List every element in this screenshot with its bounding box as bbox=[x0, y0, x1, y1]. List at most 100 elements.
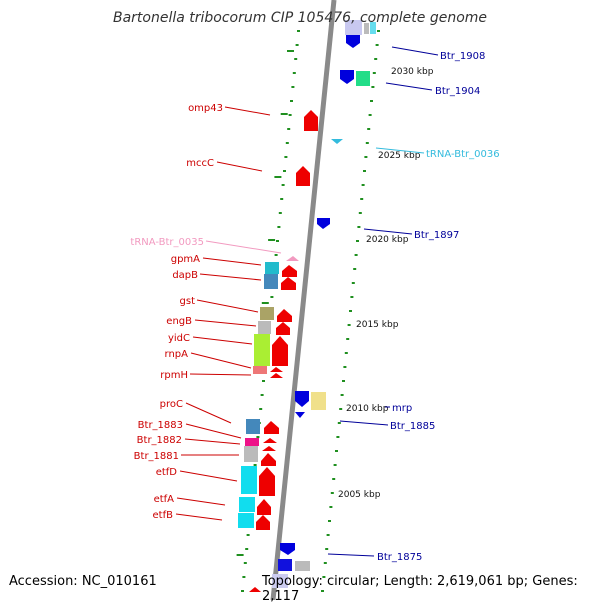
gene-block-1875-grey bbox=[295, 561, 310, 571]
gene-arrow-etfB bbox=[256, 515, 270, 530]
gene-arrow-rnpA bbox=[270, 367, 283, 372]
tick-dot bbox=[339, 408, 343, 410]
accession-text: Accession: NC_010161 bbox=[9, 574, 157, 589]
label-btr-1897: Btr_1897 bbox=[414, 230, 459, 241]
gene-block-gst bbox=[260, 307, 274, 320]
tick-major bbox=[280, 113, 288, 115]
gene-block-yidC bbox=[254, 334, 270, 366]
gene-arrow-engB bbox=[276, 322, 290, 335]
tick-major bbox=[268, 239, 276, 241]
gene-block-grey-small bbox=[364, 23, 369, 34]
gene-arrow-2010-a bbox=[295, 391, 309, 407]
tick-dot bbox=[292, 72, 296, 74]
genome-title: Bartonella tribocorum CIP 105476, comple… bbox=[112, 10, 488, 26]
gene-block-gpmA-cyan bbox=[265, 262, 279, 274]
tick-dot bbox=[343, 366, 347, 368]
tick-dot bbox=[329, 506, 333, 508]
forward-gene-labels: omp43 mccC tRNA-Btr_0035 gpmA dapB gst e… bbox=[130, 103, 282, 521]
gene-block-lavender bbox=[345, 20, 362, 35]
tick-major bbox=[236, 554, 244, 556]
tick-dot bbox=[277, 226, 281, 228]
tick-dot bbox=[253, 464, 257, 466]
tick-dot bbox=[283, 170, 286, 172]
kbp-label-2020: 2020 kbp bbox=[366, 235, 409, 245]
label-btr-1908: Btr_1908 bbox=[440, 51, 485, 62]
tick-dot bbox=[333, 464, 337, 466]
label-rpmH: rpmH bbox=[160, 370, 188, 381]
genome-backbone bbox=[270, 0, 337, 600]
gene-arrow-btr-1904 bbox=[340, 70, 354, 84]
tick-dot bbox=[325, 548, 329, 550]
tick-dot bbox=[262, 380, 265, 382]
gene-block-proC bbox=[246, 419, 260, 434]
label-etfB: etfB bbox=[153, 510, 174, 521]
trna-arrow-btr-0036 bbox=[331, 139, 343, 144]
kbp-label-2015: 2015 kbp bbox=[356, 320, 399, 330]
gene-block-etfB bbox=[238, 513, 254, 528]
label-btr-1883: Btr_1883 bbox=[138, 420, 183, 431]
tick-dot bbox=[287, 128, 291, 130]
tick-dot bbox=[353, 268, 357, 270]
gene-block-mrp bbox=[311, 392, 326, 410]
tick-dot bbox=[322, 576, 326, 578]
forward-strand-genes bbox=[238, 110, 318, 592]
tick-dot bbox=[363, 170, 366, 172]
tick-dot bbox=[256, 436, 260, 438]
tick-major bbox=[287, 50, 294, 52]
tick-dot bbox=[246, 534, 250, 536]
tick-dot bbox=[344, 352, 348, 354]
tick-dot bbox=[347, 324, 351, 326]
tick-dot bbox=[374, 58, 378, 60]
tick-dot bbox=[280, 198, 284, 200]
label-btr-1875: Btr_1875 bbox=[377, 552, 422, 563]
tick-dot bbox=[375, 44, 379, 46]
label-gst: gst bbox=[180, 296, 196, 307]
tick-dot bbox=[281, 184, 285, 186]
kbp-label-2030: 2030 kbp bbox=[391, 67, 434, 77]
gene-arrow-btr-1875 bbox=[280, 543, 295, 555]
tick-dot bbox=[330, 492, 334, 494]
tick-dot bbox=[337, 422, 341, 424]
gene-block-btr-1882 bbox=[244, 446, 258, 462]
label-btr-1882: Btr_1882 bbox=[137, 435, 182, 446]
tick-dot bbox=[367, 128, 371, 130]
gene-arrow-mccC bbox=[296, 166, 310, 186]
gene-arrow-proC bbox=[264, 421, 279, 434]
label-etfA: etfA bbox=[154, 494, 175, 505]
tick-dot bbox=[270, 296, 274, 298]
tick-dot bbox=[321, 590, 324, 592]
tick-dot bbox=[243, 562, 247, 564]
tick-dot bbox=[349, 310, 352, 312]
label-proC: proC bbox=[160, 399, 183, 410]
tick-dot bbox=[278, 212, 282, 214]
tick-dot bbox=[361, 184, 365, 186]
tick-dot bbox=[291, 86, 295, 88]
label-mccC: mccC bbox=[186, 158, 214, 169]
tick-dot bbox=[297, 30, 300, 32]
tick-dot bbox=[259, 408, 263, 410]
gene-arrow-yidC bbox=[272, 336, 288, 366]
gene-arrow-omp43 bbox=[304, 110, 318, 131]
label-engB: engB bbox=[166, 316, 192, 327]
tick-dot bbox=[364, 156, 368, 158]
tick-dot bbox=[323, 562, 327, 564]
gene-arrow-rpmH bbox=[270, 373, 283, 378]
gene-block-1875-blue bbox=[278, 559, 292, 571]
label-trna-btr-0036: tRNA-Btr_0036 bbox=[426, 149, 500, 160]
tick-dot bbox=[335, 450, 338, 452]
tick-dot bbox=[326, 534, 330, 536]
kbp-label-2005: 2005 kbp bbox=[338, 490, 381, 500]
label-etfD: etfD bbox=[156, 467, 178, 478]
tick-dot bbox=[360, 198, 364, 200]
gene-arrow-etfD bbox=[259, 467, 275, 496]
tick-dot bbox=[328, 520, 331, 522]
label-gpmA: gpmA bbox=[171, 254, 200, 265]
tick-dot bbox=[371, 86, 375, 88]
label-rnpA: rnpA bbox=[165, 349, 189, 360]
gene-arrow-btr-1881 bbox=[261, 453, 276, 466]
tick-dot bbox=[368, 114, 372, 116]
kbp-label-2025: 2025 kbp bbox=[378, 151, 421, 161]
tick-dot bbox=[294, 58, 298, 60]
gene-block-etfD bbox=[241, 466, 257, 494]
